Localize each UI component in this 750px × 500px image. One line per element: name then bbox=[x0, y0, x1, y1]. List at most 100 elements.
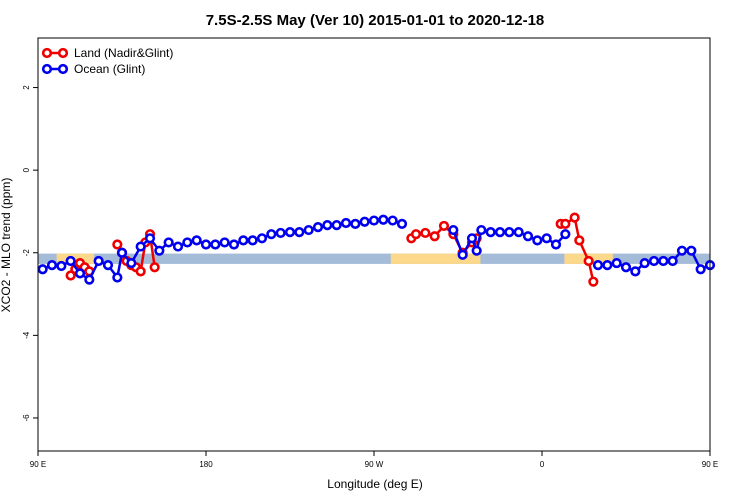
data-point bbox=[569, 212, 580, 223]
data-point bbox=[476, 224, 487, 236]
data-point bbox=[210, 239, 221, 250]
data-point bbox=[494, 227, 506, 238]
y-tick-label: -4 bbox=[22, 331, 31, 339]
series-layer bbox=[37, 212, 716, 287]
y-tick-label: 2 bbox=[22, 85, 31, 90]
data-point bbox=[350, 218, 361, 229]
data-point bbox=[359, 216, 370, 227]
legend-label: Ocean (Glint) bbox=[74, 62, 145, 76]
data-point bbox=[639, 257, 650, 269]
data-point bbox=[550, 239, 562, 250]
data-point bbox=[294, 227, 305, 238]
data-point bbox=[611, 257, 622, 269]
data-point bbox=[667, 255, 678, 267]
data-point bbox=[387, 215, 398, 226]
data-point bbox=[112, 239, 123, 250]
ocean-band bbox=[38, 253, 710, 264]
data-point bbox=[574, 235, 585, 246]
data-point bbox=[74, 268, 86, 279]
data-point bbox=[154, 245, 165, 256]
legend-marker bbox=[41, 47, 53, 59]
data-point bbox=[256, 233, 268, 244]
y-axis-label: XCO2 - MLO trend (ppm) bbox=[0, 178, 13, 313]
data-point bbox=[93, 255, 104, 267]
data-point bbox=[420, 227, 431, 239]
data-point bbox=[630, 266, 641, 277]
data-point bbox=[144, 233, 156, 244]
data-point bbox=[149, 262, 160, 273]
data-point bbox=[658, 255, 669, 267]
data-point bbox=[448, 224, 459, 236]
data-point bbox=[116, 247, 128, 258]
y-axis: -6 -4 -2 0 2 bbox=[22, 85, 38, 422]
data-point bbox=[378, 214, 389, 225]
data-point bbox=[532, 235, 543, 246]
data-point bbox=[686, 245, 697, 256]
data-point bbox=[588, 276, 599, 287]
data-point bbox=[200, 239, 212, 250]
data-point bbox=[485, 227, 496, 238]
data-point bbox=[191, 235, 202, 246]
data-point bbox=[238, 235, 249, 246]
legend-marker bbox=[41, 63, 53, 75]
data-point bbox=[541, 233, 552, 244]
data-point bbox=[471, 245, 482, 256]
data-point bbox=[522, 231, 534, 242]
data-point bbox=[368, 215, 380, 226]
data-point bbox=[182, 237, 193, 248]
data-point bbox=[112, 272, 123, 283]
data-point bbox=[312, 222, 324, 233]
data-point bbox=[695, 264, 706, 275]
x-axis-label: Longitude (deg E) bbox=[327, 477, 422, 491]
data-point bbox=[266, 229, 277, 240]
data-point bbox=[172, 241, 184, 252]
data-point bbox=[219, 237, 230, 248]
land-band-segment bbox=[56, 253, 94, 264]
data-point bbox=[396, 218, 408, 229]
data-point bbox=[331, 219, 342, 231]
x-axis: 90 E 180 90 W 0 90 E bbox=[30, 451, 718, 469]
data-point bbox=[163, 237, 174, 248]
data-point bbox=[303, 224, 314, 236]
data-point bbox=[620, 262, 632, 273]
data-point bbox=[504, 227, 515, 238]
data-point bbox=[560, 229, 571, 240]
data-point bbox=[84, 274, 95, 285]
y-tick-label: -2 bbox=[22, 249, 31, 257]
y-tick-label: -6 bbox=[22, 414, 31, 422]
land-band-segment bbox=[390, 253, 481, 264]
x-tick-label: 90 E bbox=[30, 460, 46, 469]
data-point bbox=[65, 270, 76, 281]
data-point bbox=[648, 255, 660, 267]
legend-label: Land (Nadir&Glint) bbox=[74, 46, 173, 60]
data-point bbox=[228, 239, 240, 250]
x-tick-label: 180 bbox=[199, 460, 213, 469]
data-point bbox=[126, 257, 137, 269]
x-tick-label: 90 W bbox=[365, 460, 384, 469]
chart-title: 7.5S-2.5S May (Ver 10) 2015-01-01 to 202… bbox=[206, 12, 545, 29]
data-point bbox=[438, 220, 450, 232]
data-point bbox=[583, 255, 594, 267]
data-point bbox=[457, 249, 468, 260]
data-point bbox=[37, 264, 48, 275]
data-point bbox=[466, 233, 478, 244]
data-point bbox=[102, 260, 114, 271]
legend-marker bbox=[57, 47, 69, 59]
data-point bbox=[676, 245, 688, 256]
x-tick-label: 90 E bbox=[702, 460, 718, 469]
data-point bbox=[247, 235, 258, 246]
data-point bbox=[135, 266, 146, 277]
data-point bbox=[513, 227, 524, 238]
series-line-1 bbox=[42, 218, 403, 282]
data-point bbox=[275, 227, 286, 239]
data-point bbox=[602, 260, 613, 271]
data-point bbox=[592, 260, 604, 271]
data-point bbox=[135, 241, 146, 252]
legend: Land (Nadir&Glint) Ocean (Glint) bbox=[41, 46, 173, 76]
data-point bbox=[322, 219, 333, 231]
data-point bbox=[56, 260, 67, 272]
x-tick-label: 0 bbox=[540, 460, 545, 469]
legend-marker bbox=[57, 63, 69, 75]
data-point bbox=[65, 255, 76, 267]
